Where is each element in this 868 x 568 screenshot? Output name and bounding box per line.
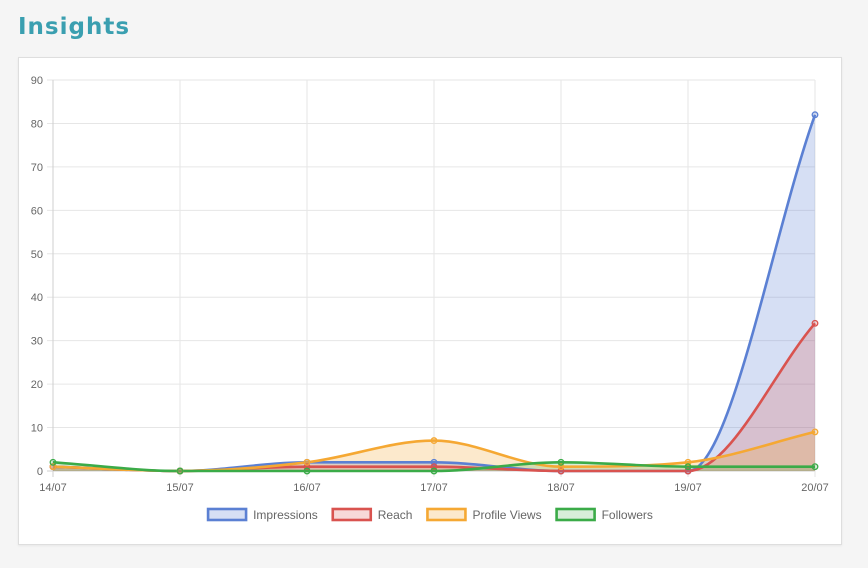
x-tick-label: 16/07: [293, 482, 321, 494]
impressions-point[interactable]: [811, 111, 819, 119]
legend-label: Reach: [378, 508, 413, 522]
followers-point[interactable]: [684, 463, 692, 471]
page-title: Insights: [18, 14, 131, 40]
profile-views-area: [53, 431, 815, 471]
chart-legend[interactable]: Impressions Reach Profile Views Followers: [206, 507, 653, 522]
y-tick-label: 30: [31, 336, 43, 348]
legend-item-impressions[interactable]: Impressions: [206, 507, 318, 522]
followers-point[interactable]: [811, 463, 819, 471]
chart-grid: [47, 79, 816, 477]
legend-label: Impressions: [253, 508, 318, 522]
impressions-area: [53, 114, 815, 471]
followers-point[interactable]: [176, 467, 184, 475]
legend-swatch: [426, 507, 467, 522]
reach-point[interactable]: [811, 319, 819, 327]
legend-item-followers[interactable]: Followers: [555, 507, 653, 522]
y-tick-label: 20: [31, 379, 43, 391]
followers-line: [52, 461, 815, 473]
y-tick-label: 60: [31, 205, 43, 217]
legend-label: Followers: [602, 508, 653, 522]
y-tick-label: 90: [31, 75, 43, 87]
profile-views-point[interactable]: [430, 437, 438, 445]
followers-point[interactable]: [303, 467, 311, 475]
y-tick-label: 70: [31, 162, 43, 174]
legend-swatch: [555, 507, 596, 522]
legend-item-reach[interactable]: Reach: [331, 507, 413, 522]
followers-point[interactable]: [49, 458, 57, 466]
chart-lines: [52, 114, 817, 473]
reach-area: [53, 323, 815, 471]
profile-views-point[interactable]: [303, 458, 311, 466]
x-tick-label: 20/07: [801, 482, 829, 494]
chart-points: [49, 111, 819, 475]
legend-swatch: [331, 507, 373, 522]
insights-chart-card: 0 10 20 30 40 50 60 70 80 90 14/07 15/07 16/07 17/07 1…: [18, 57, 842, 545]
y-tick-label: 80: [31, 118, 43, 130]
insights-line-chart: 0 10 20 30 40 50 60 70 80 90 14/07 15/07 16/07 17/07 1…: [31, 75, 829, 522]
y-tick-label: 0: [37, 466, 43, 478]
legend-swatch: [206, 507, 248, 522]
followers-point[interactable]: [430, 467, 438, 475]
legend-item-profile-views[interactable]: Profile Views: [426, 507, 542, 522]
chart-axes: 0 10 20 30 40 50 60 70 80 90 14/07 15/07 16/07 17/07 1…: [31, 75, 829, 494]
y-tick-label: 40: [31, 292, 43, 304]
legend-label: Profile Views: [472, 508, 541, 522]
profile-views-point[interactable]: [811, 428, 819, 436]
x-tick-label: 15/07: [166, 482, 194, 494]
x-tick-label: 14/07: [39, 482, 67, 494]
x-tick-label: 18/07: [547, 482, 575, 494]
y-tick-label: 10: [31, 423, 43, 435]
followers-point[interactable]: [557, 458, 565, 466]
x-tick-label: 17/07: [420, 482, 448, 494]
y-tick-label: 50: [31, 249, 43, 261]
x-tick-label: 19/07: [674, 482, 702, 494]
